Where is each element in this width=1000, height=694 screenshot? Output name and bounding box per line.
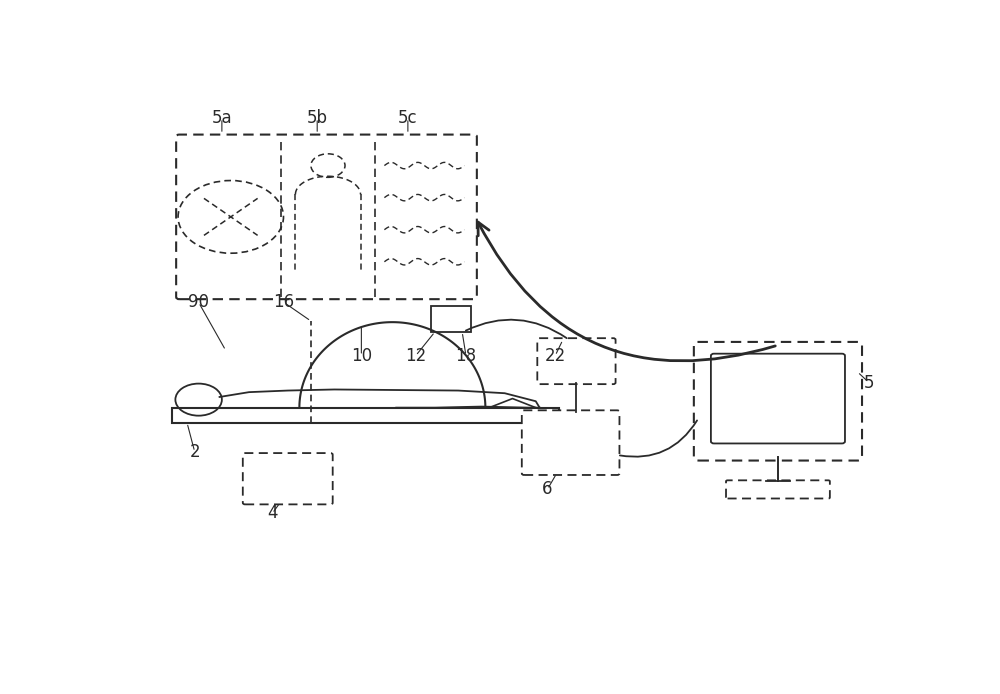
Text: 16: 16 xyxy=(273,294,294,312)
Bar xyxy=(431,306,471,332)
Text: 12: 12 xyxy=(405,347,426,365)
Bar xyxy=(172,407,559,423)
FancyBboxPatch shape xyxy=(522,410,619,475)
Text: 4: 4 xyxy=(267,505,278,523)
Text: 2: 2 xyxy=(189,443,200,461)
FancyBboxPatch shape xyxy=(537,338,616,384)
Text: 22: 22 xyxy=(544,347,566,365)
Text: 18: 18 xyxy=(455,347,477,365)
FancyBboxPatch shape xyxy=(176,135,477,299)
FancyBboxPatch shape xyxy=(711,354,845,443)
Text: 5a: 5a xyxy=(212,109,232,127)
Text: 90: 90 xyxy=(188,294,209,312)
Text: 5: 5 xyxy=(864,373,874,391)
Text: 10: 10 xyxy=(351,347,372,365)
Text: 5b: 5b xyxy=(307,109,328,127)
Text: 6: 6 xyxy=(542,480,553,498)
FancyBboxPatch shape xyxy=(694,342,862,461)
Text: 5c: 5c xyxy=(398,109,418,127)
FancyBboxPatch shape xyxy=(243,453,333,505)
FancyBboxPatch shape xyxy=(726,480,830,498)
